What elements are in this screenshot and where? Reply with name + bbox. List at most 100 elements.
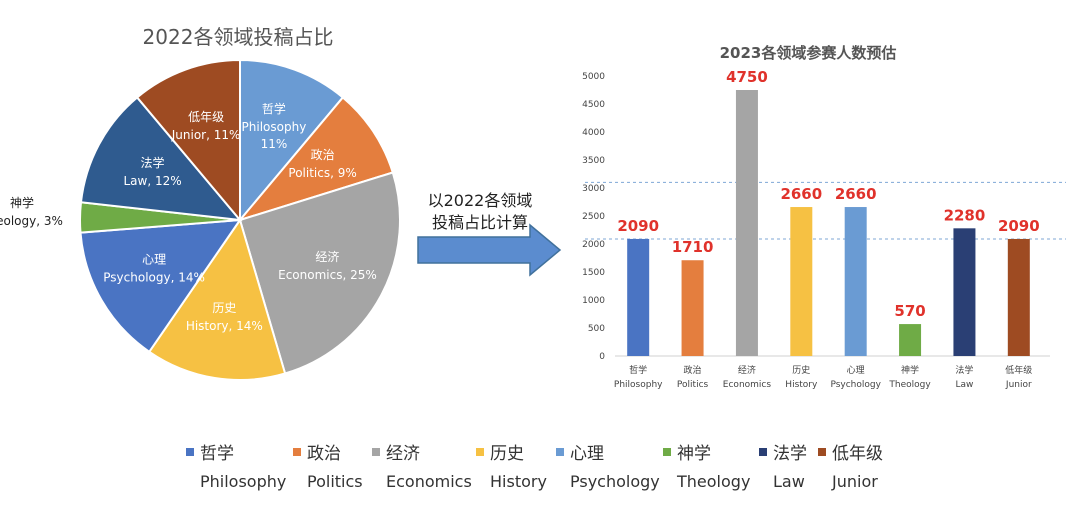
y-tick-label: 1500: [582, 268, 605, 278]
x-tick-label-en: History: [785, 380, 818, 390]
y-tick-label: 500: [588, 324, 605, 334]
pie-slice-psychology: [79, 218, 243, 354]
pie-label-en-law: Law, 12%: [123, 174, 181, 188]
y-tick-label: 2500: [582, 212, 605, 222]
x-tick-label-cn: 政治: [684, 364, 702, 376]
arrow-text-line-1: 以2022各领域: [428, 191, 533, 210]
pie-slice-history: [147, 217, 287, 381]
legend-label-cn: 低年级: [832, 444, 883, 464]
legend-label-en: Philosophy: [200, 472, 287, 491]
pie-slice-politics: [237, 96, 395, 222]
x-tick-label-cn: 哲学: [629, 364, 647, 376]
pie-label-en-psychology: Psychology, 14%: [103, 271, 205, 285]
legend-label-cn: 历史: [490, 444, 524, 464]
pie-label-pct-philosophy: 11%: [261, 137, 288, 151]
arrow-annotation: 以2022各领域 投稿占比计算: [417, 191, 562, 277]
pie-slice-junior: [135, 58, 241, 223]
legend-label-cn: 政治: [307, 444, 341, 464]
legend-item-theology: 神学 Theology: [663, 440, 750, 496]
pie-label-en-politics: Politics, 9%: [288, 166, 356, 180]
legend-swatch: [818, 448, 826, 456]
pie-label-cn-junior: 低年级: [188, 110, 224, 124]
legend-swatch: [759, 448, 767, 456]
x-tick-label-cn: 低年级: [1005, 364, 1032, 376]
pie-label-en-economics: Economics, 25%: [278, 268, 377, 282]
bar-law: [953, 228, 976, 356]
bar-value-label: 1710: [672, 238, 714, 256]
bar-value-label: 2660: [780, 185, 822, 203]
legend-label-en: Law: [773, 472, 805, 491]
legend-item-psychology: 心理 Psychology: [556, 440, 660, 496]
legend-item-politics: 政治 Politics: [293, 440, 363, 496]
legend-label-en: Economics: [386, 472, 472, 491]
x-tick-label-cn: 神学: [901, 364, 919, 376]
legend-label-en: Junior: [832, 472, 878, 491]
pie-label-en-junior: Junior, 11%: [171, 128, 241, 142]
legend-label-cn: 法学: [773, 444, 807, 464]
bar-value-label: 2660: [835, 185, 877, 203]
legend-item-economics: 经济 Economics: [372, 440, 472, 496]
x-tick-label-en: Politics: [677, 380, 709, 390]
bar-philosophy: [627, 238, 650, 356]
y-tick-label: 4500: [582, 100, 605, 110]
bar-economics: [735, 90, 758, 356]
pie-label-cn-politics: 政治: [311, 148, 335, 162]
bar-junior: [1007, 238, 1030, 356]
x-tick-label-en: Philosophy: [614, 380, 663, 390]
bar-value-label: 570: [894, 302, 925, 320]
legend-item-junior: 低年级 Junior: [818, 440, 883, 496]
x-tick-label-cn: 法学: [955, 364, 973, 376]
legend-label-en: History: [490, 472, 547, 491]
legend-swatch: [293, 448, 301, 456]
x-tick-label-en: Economics: [723, 380, 772, 390]
legend-swatch: [663, 448, 671, 456]
x-tick-label-cn: 经济: [738, 364, 756, 376]
pie-slice-economics: [238, 171, 401, 375]
legend-label-en: Politics: [307, 472, 363, 491]
pie-label-en-philosophy: Philosophy: [242, 120, 307, 134]
y-tick-label: 5000: [582, 72, 605, 82]
x-tick-label-cn: 历史: [792, 364, 810, 376]
pie-slice-philosophy: [239, 58, 345, 223]
bar-value-label: 2280: [944, 206, 986, 224]
y-tick-label: 3500: [582, 156, 605, 166]
legend-item-history: 历史 History: [476, 440, 547, 496]
bar-history: [790, 207, 813, 356]
legend-label-cn: 心理: [570, 444, 604, 464]
pie-label-cn-history: 历史: [212, 301, 236, 315]
legend-label-cn: 哲学: [200, 444, 234, 464]
legend-swatch: [372, 448, 380, 456]
pie-label-cn-philosophy: 哲学: [262, 101, 286, 116]
y-tick-label: 0: [599, 352, 605, 362]
pie-chart-title: 2022各领域投稿占比: [143, 25, 334, 49]
y-tick-label: 4000: [582, 128, 605, 138]
y-tick-label: 3000: [582, 184, 605, 194]
pie-label-cn-law: 法学: [141, 155, 165, 170]
pie-label-cn-theology: 神学: [10, 195, 34, 210]
x-tick-label-en: Junior: [1005, 380, 1032, 390]
pie-label-cn-psychology: 心理: [142, 253, 166, 267]
legend: 哲学 Philosophy 政治 Politics 经济 Economics 历史 Histo…: [0, 440, 1080, 500]
legend-item-law: 法学 Law: [759, 440, 807, 496]
figure-canvas: 2022各领域投稿占比 哲学 Philosophy 11% 政治 Politics, 9…: [0, 25, 1066, 390]
legend-swatch: [556, 448, 564, 456]
pie-label-en-theology: Theology, 3%: [0, 214, 63, 228]
legend-swatch: [476, 448, 484, 456]
right-arrow-icon: [417, 223, 562, 277]
bar-chart: 0 500 1000 1500 2000 2500 3000 3500 4000 4500 5000…: [582, 68, 1066, 390]
bar-theology: [899, 324, 922, 356]
arrow-text-line-2: 投稿占比计算: [432, 213, 528, 232]
legend-swatch: [186, 448, 194, 456]
x-tick-label-en: Law: [955, 380, 973, 390]
x-tick-label-en: Theology: [888, 380, 931, 390]
legend-label-cn: 神学: [677, 444, 711, 464]
legend-label-en: Theology: [677, 472, 751, 491]
pie-chart: 哲学 Philosophy 11% 政治 Politics, 9% 经济 Economics…: [0, 58, 401, 381]
y-tick-label: 2000: [582, 240, 605, 250]
pie-slice-law: [79, 96, 243, 222]
legend-label-cn: 经济: [386, 444, 420, 464]
x-tick-label-en: Psychology: [830, 380, 881, 390]
bar-psychology: [844, 207, 867, 356]
legend-item-philosophy: 哲学 Philosophy: [186, 440, 286, 496]
x-tick-label-cn: 心理: [847, 365, 865, 376]
